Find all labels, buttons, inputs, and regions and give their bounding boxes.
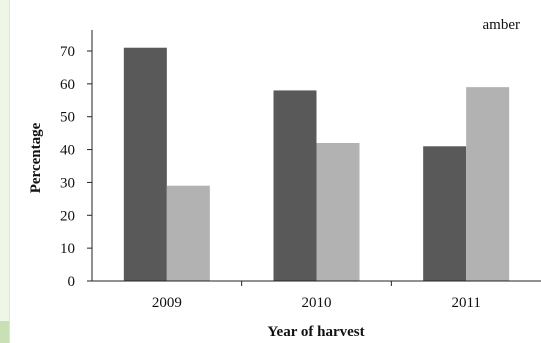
- legend-fragment: amber: [483, 17, 520, 33]
- y-tick-label: 70: [60, 44, 75, 60]
- y-tick-label: 60: [60, 77, 75, 93]
- x-tick-label-2011: 2011: [451, 295, 480, 311]
- bar-2010-series-2: [316, 143, 360, 281]
- left-edge-strip: [0, 0, 10, 343]
- y-tick-label: 40: [60, 143, 75, 159]
- y-tick-label: 50: [60, 110, 75, 126]
- y-axis-title: Percentage: [28, 122, 44, 193]
- x-axis-title: Year of harvest: [267, 324, 364, 340]
- bar-2009-series-1: [123, 47, 167, 281]
- plot-area: [123, 47, 510, 282]
- x-tick-label-2010: 2010: [302, 295, 332, 311]
- bar-2011-series-2: [466, 87, 510, 282]
- left-edge-notch: [0, 321, 9, 343]
- y-tick-label: 0: [68, 274, 76, 290]
- legend: amber: [483, 17, 520, 33]
- x-ticks: 2009 2010 2011: [152, 281, 481, 311]
- x-tick-label-2009: 2009: [152, 295, 182, 311]
- y-tick-label: 20: [60, 208, 75, 224]
- y-tick-label: 10: [60, 241, 75, 257]
- bar-2010-series-1: [273, 90, 317, 281]
- bar-2011-series-1: [423, 146, 467, 281]
- y-ticks: 0 10 20 30 40 50 60 70: [60, 44, 92, 290]
- bar-2009-series-2: [166, 185, 210, 281]
- y-tick-label: 30: [60, 175, 75, 191]
